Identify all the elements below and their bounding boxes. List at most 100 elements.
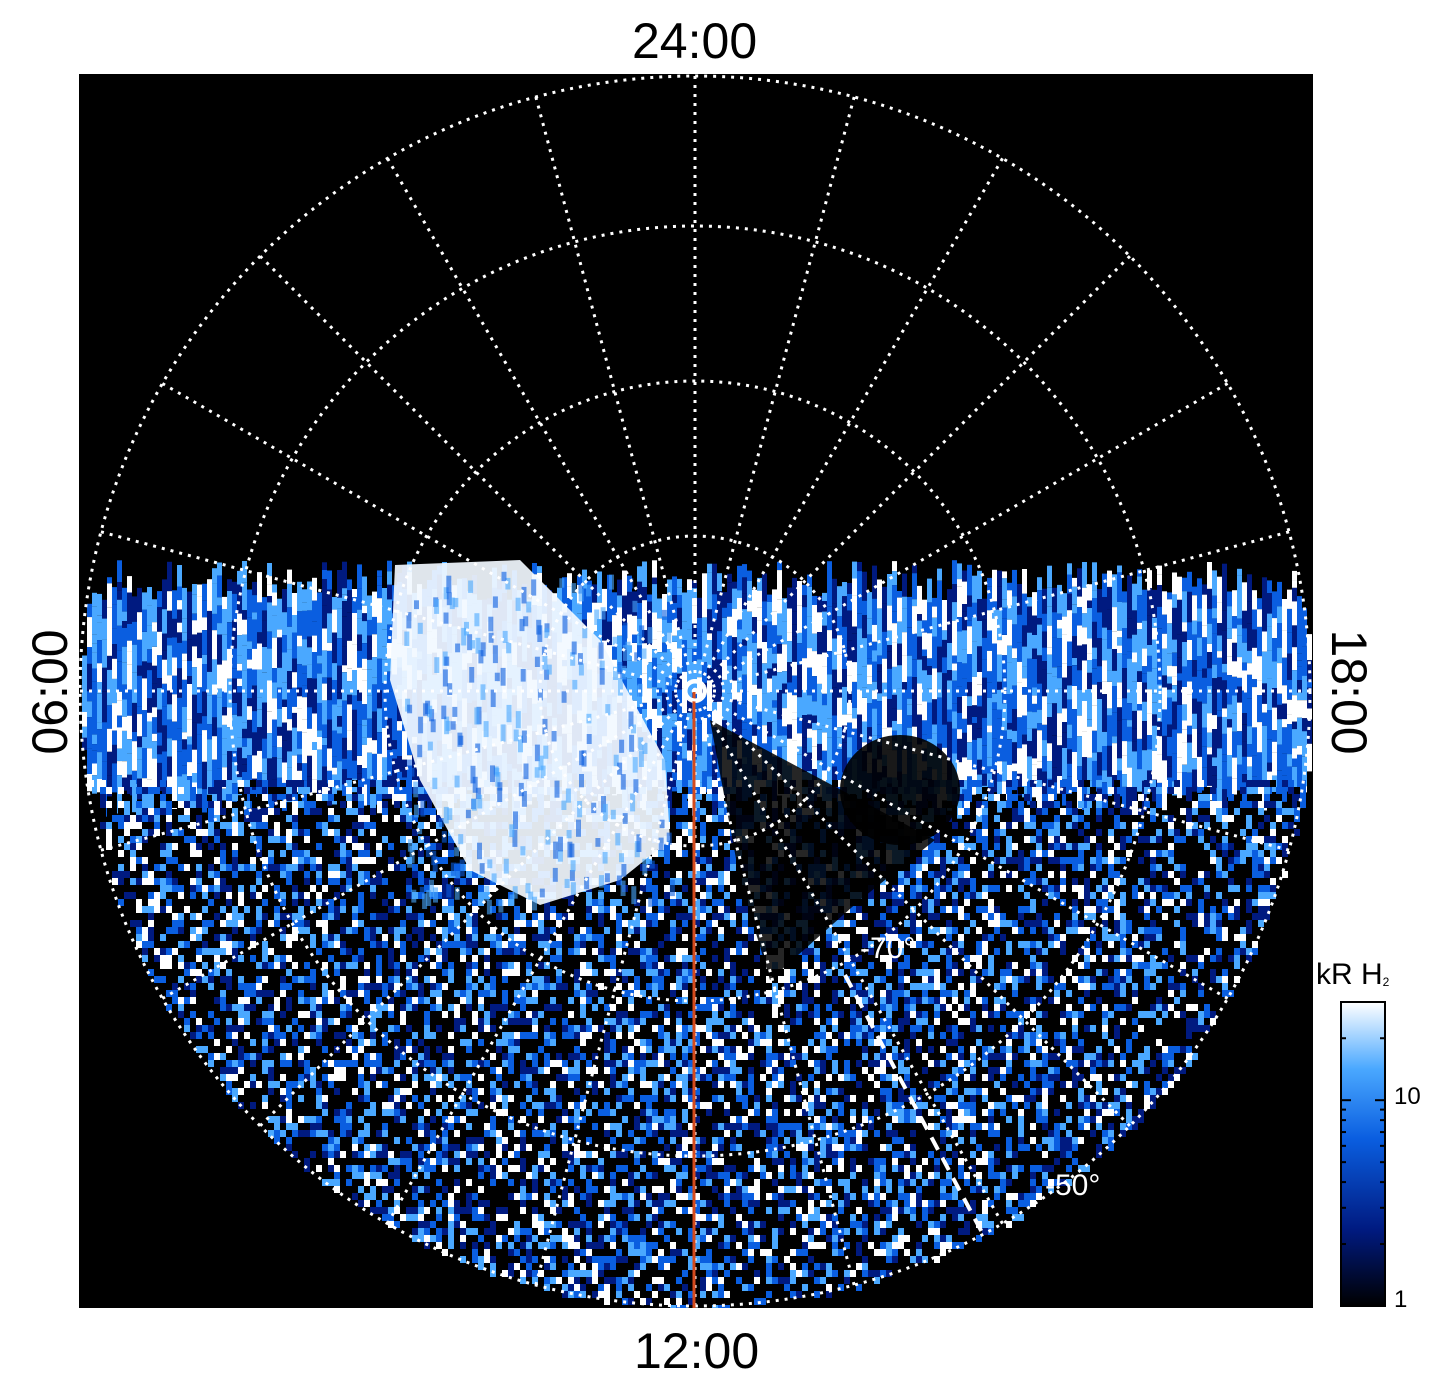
emission-cell [868, 899, 874, 906]
emission-cell [700, 892, 706, 899]
emission-cell [647, 594, 652, 602]
emission-cell [917, 683, 922, 705]
emission-cell [1092, 581, 1097, 591]
emission-cell [1258, 906, 1264, 913]
emission-cell [652, 885, 658, 892]
emission-cell [297, 748, 302, 755]
emission-cell [1102, 707, 1107, 732]
emission-cell [1096, 864, 1102, 871]
emission-cell [1054, 885, 1060, 892]
emission-cell [94, 808, 100, 815]
emission-cell [662, 642, 667, 653]
emission-cell [178, 829, 184, 836]
emission-cell [940, 892, 946, 899]
emission-cell [172, 657, 177, 676]
emission-cell [997, 718, 1002, 745]
emission-cell [1144, 899, 1150, 906]
emission-cell [397, 756, 402, 772]
emission-cell [1112, 670, 1117, 686]
emission-cell [1097, 638, 1102, 667]
emission-cell [1270, 892, 1276, 899]
emission-cell [1052, 637, 1057, 668]
emission-cell [767, 621, 772, 648]
emission-cell [1282, 719, 1287, 728]
emission-cell [100, 787, 106, 794]
emission-cell [1198, 815, 1204, 822]
emission-cell [316, 794, 322, 801]
emission-cell [742, 609, 747, 640]
emission-cell [82, 726, 87, 738]
emission-cell [1144, 850, 1150, 857]
emission-cell [250, 780, 256, 787]
emission-cell [1057, 678, 1062, 689]
emission-cell [1002, 571, 1007, 579]
emission-cell [722, 649, 727, 660]
emission-cell [137, 736, 142, 748]
emission-cell [1222, 563, 1227, 584]
emission-cell [322, 899, 328, 906]
emission-cell [160, 780, 166, 787]
emission-cell [362, 725, 367, 738]
emission-cell [274, 808, 280, 815]
emission-cell [252, 669, 257, 686]
emission-cell [837, 586, 842, 617]
emission-cell [197, 658, 202, 688]
emission-cell [727, 603, 732, 617]
emission-cell [1017, 584, 1022, 615]
emission-cell [328, 899, 334, 906]
emission-cell [207, 611, 212, 641]
emission-cell [1172, 676, 1177, 686]
emission-cell [406, 801, 412, 808]
emission-cell [1006, 857, 1012, 864]
emission-cell [148, 850, 154, 857]
emission-cell [892, 892, 898, 899]
emission-cell [957, 662, 962, 687]
emission-cell [970, 822, 976, 829]
emission-cell [1187, 772, 1192, 802]
emission-cell [797, 605, 802, 633]
emission-cell [328, 878, 334, 885]
emission-cell [342, 784, 347, 796]
emission-cell [687, 637, 692, 649]
emission-cell [334, 815, 340, 822]
emission-cell [187, 676, 192, 684]
emission-cell [964, 801, 970, 808]
emission-cell [1120, 836, 1126, 843]
emission-cell [1002, 730, 1007, 762]
emission-cell [1156, 815, 1162, 822]
emission-cell [1202, 637, 1207, 669]
emission-cell [1277, 719, 1282, 745]
emission-cell [777, 672, 782, 690]
emission-cell [1007, 605, 1012, 620]
emission-cell [877, 579, 882, 609]
emission-cell [1150, 899, 1156, 906]
emission-cell [160, 864, 166, 871]
emission-cell [1270, 794, 1276, 801]
emission-cell [962, 649, 967, 664]
emission-cell [364, 822, 370, 829]
emission-cell [282, 699, 287, 707]
emission-cell [688, 906, 694, 913]
emission-cell [102, 599, 107, 619]
emission-cell [132, 741, 137, 771]
emission-cell [1246, 843, 1252, 850]
emission-cell [997, 689, 1002, 710]
emission-cell [226, 780, 232, 787]
emission-cell [927, 666, 932, 675]
emission-cell [1210, 808, 1216, 815]
emission-cell [910, 892, 916, 899]
emission-cell [97, 663, 102, 682]
emission-cell [202, 829, 208, 836]
emission-cell [937, 616, 942, 647]
emission-cell [364, 871, 370, 878]
emission-cell [226, 801, 232, 808]
emission-cell [242, 764, 247, 772]
emission-cell [148, 843, 154, 850]
emission-cell [737, 565, 742, 591]
emission-cell [1282, 657, 1287, 686]
emission-cell [1258, 871, 1264, 878]
emission-cell [244, 808, 250, 815]
emission-cell [892, 666, 897, 695]
emission-cell [1270, 836, 1276, 843]
emission-cell [192, 584, 197, 595]
